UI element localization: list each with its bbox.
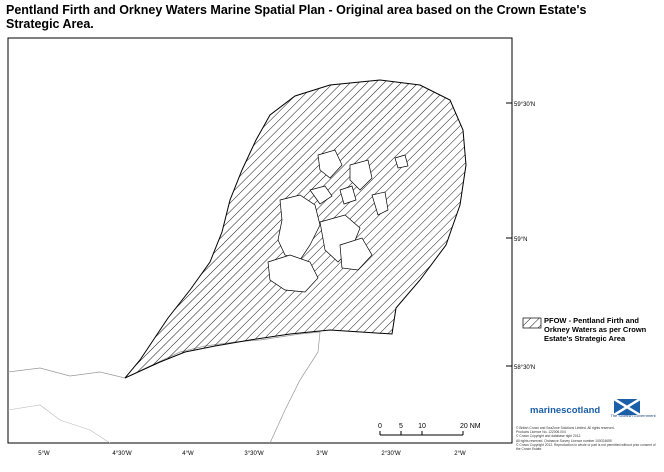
longitude-label: 2°W: [454, 451, 466, 457]
coastline: [7, 404, 111, 444]
copyright-line: © British Crown and SeaZone Solutions Li…: [516, 426, 615, 430]
longitude-label: 2°30'W: [381, 451, 401, 457]
longitude-label: 5°W: [38, 451, 50, 457]
legend: PFOW - Pentland Firth and Orkney Waters …: [544, 316, 647, 343]
latitude-label: 58°30'N: [514, 365, 535, 371]
scale-label: 20 NM: [460, 423, 481, 430]
longitude-labels: 5°W 4°30'W 4°W 3°30'W 3°W 2°30'W 2°W: [38, 451, 466, 457]
islands: [267, 149, 409, 293]
copyright-line: All rights reserved. Ordnance Survey Lic…: [516, 438, 612, 443]
latitude-label: 59°30'N: [514, 102, 535, 108]
gov-text: The Scottish Government: [610, 414, 656, 418]
longitude-label: 4°W: [182, 451, 194, 457]
scale-label: 10: [418, 423, 426, 430]
longitude-label: 3°30'W: [244, 451, 264, 457]
copyright-line: © Crown Copyright and database right 201…: [516, 434, 582, 439]
scale-bar: 0 5 10 20 NM: [378, 423, 481, 436]
copyright-line: Products Licence No. 122006.004: [516, 430, 566, 435]
legend-swatch: [522, 317, 542, 329]
map-title: Pentland Firth and Orkney Waters Marine …: [6, 3, 587, 31]
saltire: [613, 397, 641, 417]
latitude-labels: 59°30'N 59°N 58°30'N: [506, 102, 535, 371]
copyright-line: © Crown Copyright 2012. Reproduction in …: [516, 442, 656, 452]
longitude-label: 3°W: [316, 451, 328, 457]
scale-label: 0: [378, 423, 382, 430]
gov-logo: The Scottish Government: [610, 414, 656, 418]
longitude-label: 4°30'W: [112, 451, 132, 457]
copyright-block: © British Crown and SeaZone Solutions Li…: [516, 426, 656, 452]
latitude-label: 59°N: [514, 237, 527, 243]
legend-label: PFOW - Pentland Firth and Orkney Waters …: [544, 316, 647, 343]
scale-label: 5: [399, 423, 403, 430]
marine-logo: marinescotland: [530, 405, 600, 416]
